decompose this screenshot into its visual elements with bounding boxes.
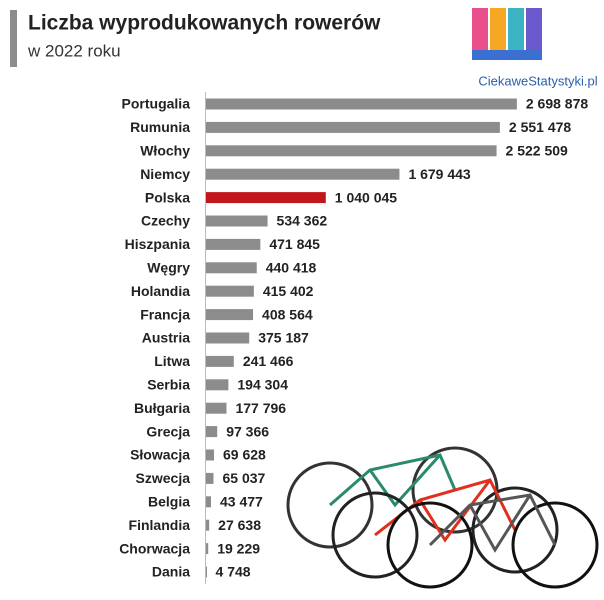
bar bbox=[206, 566, 207, 578]
bar bbox=[206, 496, 212, 508]
category-label: Włochy bbox=[140, 143, 190, 159]
value-label: 194 304 bbox=[237, 377, 288, 393]
logo-block bbox=[472, 8, 488, 56]
category-label: Grecja bbox=[146, 423, 190, 439]
category-label: Bułgaria bbox=[134, 400, 190, 416]
logo-block bbox=[508, 8, 524, 56]
bar bbox=[206, 355, 234, 367]
value-label: 4 748 bbox=[216, 564, 251, 580]
bar bbox=[206, 98, 517, 110]
category-label: Słowacja bbox=[130, 447, 190, 463]
bar bbox=[206, 285, 254, 297]
category-label: Serbia bbox=[147, 377, 190, 393]
bar bbox=[206, 238, 261, 250]
category-label: Polska bbox=[145, 189, 190, 205]
value-label: 471 845 bbox=[269, 236, 320, 252]
value-label: 241 466 bbox=[243, 353, 294, 369]
value-label: 375 187 bbox=[258, 330, 309, 346]
value-label: 2 522 509 bbox=[506, 143, 568, 159]
value-label: 1 679 443 bbox=[408, 166, 470, 182]
bar bbox=[206, 145, 497, 157]
chart-title: Liczba wyprodukowanych rowerów bbox=[28, 12, 381, 35]
logo-block bbox=[472, 50, 542, 60]
chart-subtitle: w 2022 roku bbox=[27, 41, 121, 60]
logo-block bbox=[490, 8, 506, 56]
bar bbox=[206, 262, 257, 274]
bar bbox=[206, 215, 268, 227]
value-label: 2 551 478 bbox=[509, 119, 571, 135]
value-label: 2 698 878 bbox=[526, 96, 588, 112]
value-label: 534 362 bbox=[277, 213, 328, 229]
category-label: Hiszpania bbox=[125, 236, 191, 252]
value-label: 1 040 045 bbox=[335, 189, 397, 205]
value-label: 408 564 bbox=[262, 306, 313, 322]
value-label: 177 796 bbox=[235, 400, 286, 416]
value-label: 43 477 bbox=[220, 494, 263, 510]
logo bbox=[472, 8, 542, 60]
category-label: Finlandia bbox=[129, 517, 191, 533]
category-label: Rumunia bbox=[130, 119, 190, 135]
bar bbox=[206, 472, 214, 484]
bar bbox=[206, 379, 229, 391]
category-label: Chorwacja bbox=[119, 540, 190, 556]
bar bbox=[206, 121, 500, 133]
value-label: 440 418 bbox=[266, 260, 317, 276]
bar bbox=[206, 426, 218, 438]
value-label: 65 037 bbox=[222, 470, 265, 486]
category-label: Dania bbox=[152, 564, 190, 580]
category-label: Portugalia bbox=[122, 96, 191, 112]
bar bbox=[206, 332, 250, 344]
bar bbox=[206, 402, 227, 414]
bar bbox=[206, 309, 254, 321]
value-label: 97 366 bbox=[226, 423, 269, 439]
bar bbox=[206, 543, 209, 555]
bicycle-illustration bbox=[286, 446, 599, 589]
category-label: Czechy bbox=[141, 213, 190, 229]
value-label: 19 229 bbox=[217, 540, 260, 556]
value-label: 415 402 bbox=[263, 283, 314, 299]
bar bbox=[206, 168, 400, 180]
category-label: Litwa bbox=[154, 353, 190, 369]
bar bbox=[206, 192, 326, 204]
bar bbox=[206, 519, 210, 531]
title-accent bbox=[10, 10, 17, 67]
value-label: 27 638 bbox=[218, 517, 261, 533]
category-label: Szwecja bbox=[136, 470, 191, 486]
source: CiekaweStatystyki.pl bbox=[478, 73, 597, 88]
logo-block bbox=[526, 8, 542, 56]
category-label: Francja bbox=[140, 306, 190, 322]
value-label: 69 628 bbox=[223, 447, 266, 463]
category-label: Węgry bbox=[147, 260, 190, 276]
category-label: Belgia bbox=[148, 494, 190, 510]
category-label: Niemcy bbox=[140, 166, 190, 182]
category-label: Holandia bbox=[131, 283, 190, 299]
bar bbox=[206, 449, 215, 461]
category-label: Austria bbox=[142, 330, 190, 346]
